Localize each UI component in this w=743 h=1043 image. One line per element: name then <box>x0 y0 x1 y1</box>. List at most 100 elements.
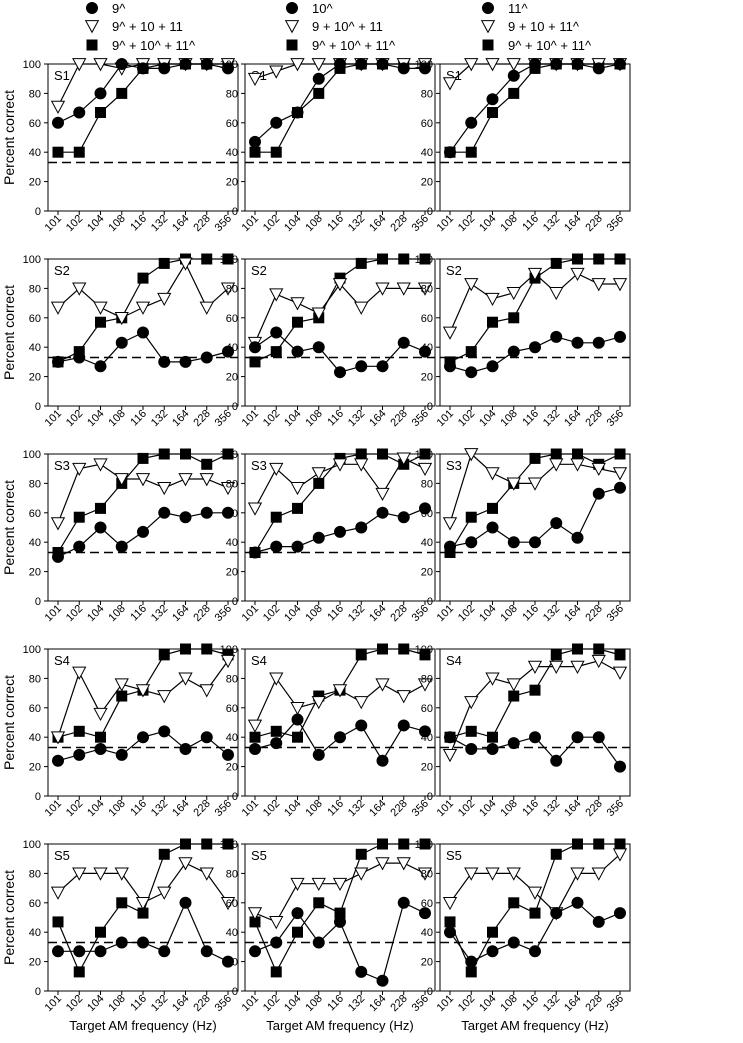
point-all <box>529 452 541 464</box>
point-all <box>270 725 282 737</box>
point-triple <box>247 502 263 516</box>
x-tick-label: 104 <box>477 408 498 429</box>
point-single <box>529 945 541 958</box>
point-single <box>94 742 107 755</box>
point-single <box>249 742 261 755</box>
point-single <box>137 62 149 75</box>
y-tick-label: 60 <box>421 313 433 325</box>
x-tick-label: 132 <box>346 213 367 234</box>
point-all <box>572 253 583 265</box>
point-single <box>158 945 171 958</box>
point-single <box>115 336 128 349</box>
point-triple <box>50 731 66 745</box>
point-single <box>179 511 192 524</box>
x-tick-label: 116 <box>520 798 541 819</box>
x-tick-label: 164 <box>367 993 388 1014</box>
point-single <box>550 517 563 530</box>
point-single <box>419 725 431 738</box>
point-all <box>487 502 498 514</box>
point-triple <box>114 311 129 326</box>
point-triple <box>290 58 305 72</box>
point-triple <box>50 100 66 114</box>
point-single <box>550 330 563 343</box>
point-single <box>550 907 563 920</box>
point-triple <box>269 916 284 930</box>
x-tick-label: 356 <box>605 993 626 1014</box>
point-single <box>115 936 128 949</box>
y-tick-label: 20 <box>421 957 433 969</box>
point-single <box>52 355 64 368</box>
point-triple <box>247 719 263 733</box>
point-all <box>222 649 234 661</box>
y-tick-label: 80 <box>226 478 238 490</box>
x-tick-label: 102 <box>261 408 282 429</box>
x-tick-label: 101 <box>240 408 261 429</box>
point-all <box>419 838 431 850</box>
y-tick-label: 0 <box>427 791 433 803</box>
point-single <box>550 58 563 70</box>
x-tick-label: 132 <box>541 213 562 234</box>
point-triple <box>220 654 236 669</box>
legend-entry: 9 + 10^ + 11 <box>312 19 383 34</box>
point-all <box>249 731 261 743</box>
point-single <box>200 506 213 519</box>
point-single <box>507 345 520 358</box>
legend-marker <box>86 2 98 14</box>
point-triple <box>485 867 500 881</box>
y-tick-label: 100 <box>220 644 238 656</box>
x-tick-label: 132 <box>541 993 562 1014</box>
point-triple <box>135 896 151 911</box>
legend-marker <box>482 2 494 14</box>
point-single <box>614 330 626 343</box>
y-axis-label: Percent correct <box>1 480 17 575</box>
x-tick-label: 104 <box>282 798 303 819</box>
plot-frame <box>244 63 436 212</box>
y-tick-label: 0 <box>35 596 41 608</box>
x-tick-label: 116 <box>128 798 149 819</box>
y-tick-label: 0 <box>232 596 238 608</box>
point-triple <box>527 477 543 491</box>
x-tick-label: 228 <box>191 213 212 234</box>
series-line-triple <box>57 660 229 738</box>
y-tick-label: 20 <box>226 957 238 969</box>
point-all <box>313 477 325 489</box>
legend: 11^ 9 + 10 + 11^ 9^ + 10^ + 11^ <box>480 1 592 53</box>
point-triple <box>72 666 87 680</box>
plot-frame <box>439 63 631 212</box>
point-all <box>270 146 282 158</box>
point-single <box>312 748 325 761</box>
point-triple <box>485 672 500 686</box>
x-tick-label: 101 <box>43 603 64 624</box>
x-tick-label: 101 <box>240 603 261 624</box>
point-triple <box>50 301 66 315</box>
point-single <box>249 341 261 354</box>
point-all <box>180 838 191 850</box>
point-single <box>614 481 626 494</box>
subject-label: S2 <box>251 263 267 278</box>
y-axis-label: Percent correct <box>1 675 17 770</box>
point-triple <box>178 257 193 271</box>
point-all <box>419 448 431 460</box>
point-triple <box>506 867 521 881</box>
point-single <box>614 58 626 70</box>
point-triple <box>93 458 108 472</box>
point-all <box>465 346 477 358</box>
x-axis-label: Target AM frequency (Hz) <box>266 1018 413 1033</box>
point-triple <box>311 307 326 321</box>
point-single <box>200 351 213 364</box>
legend-marker <box>84 20 100 34</box>
x-tick-label: 164 <box>170 213 191 234</box>
point-triple <box>612 467 628 481</box>
point-triple <box>464 696 479 710</box>
point-single <box>376 506 389 519</box>
point-triple <box>612 666 628 680</box>
point-single <box>94 945 107 958</box>
point-single <box>312 531 325 544</box>
y-tick-label: 40 <box>421 342 433 354</box>
y-tick-label: 0 <box>427 596 433 608</box>
x-tick-label: 132 <box>541 408 562 429</box>
y-tick-label: 100 <box>23 839 41 851</box>
point-single <box>73 748 86 761</box>
point-single <box>200 945 213 958</box>
